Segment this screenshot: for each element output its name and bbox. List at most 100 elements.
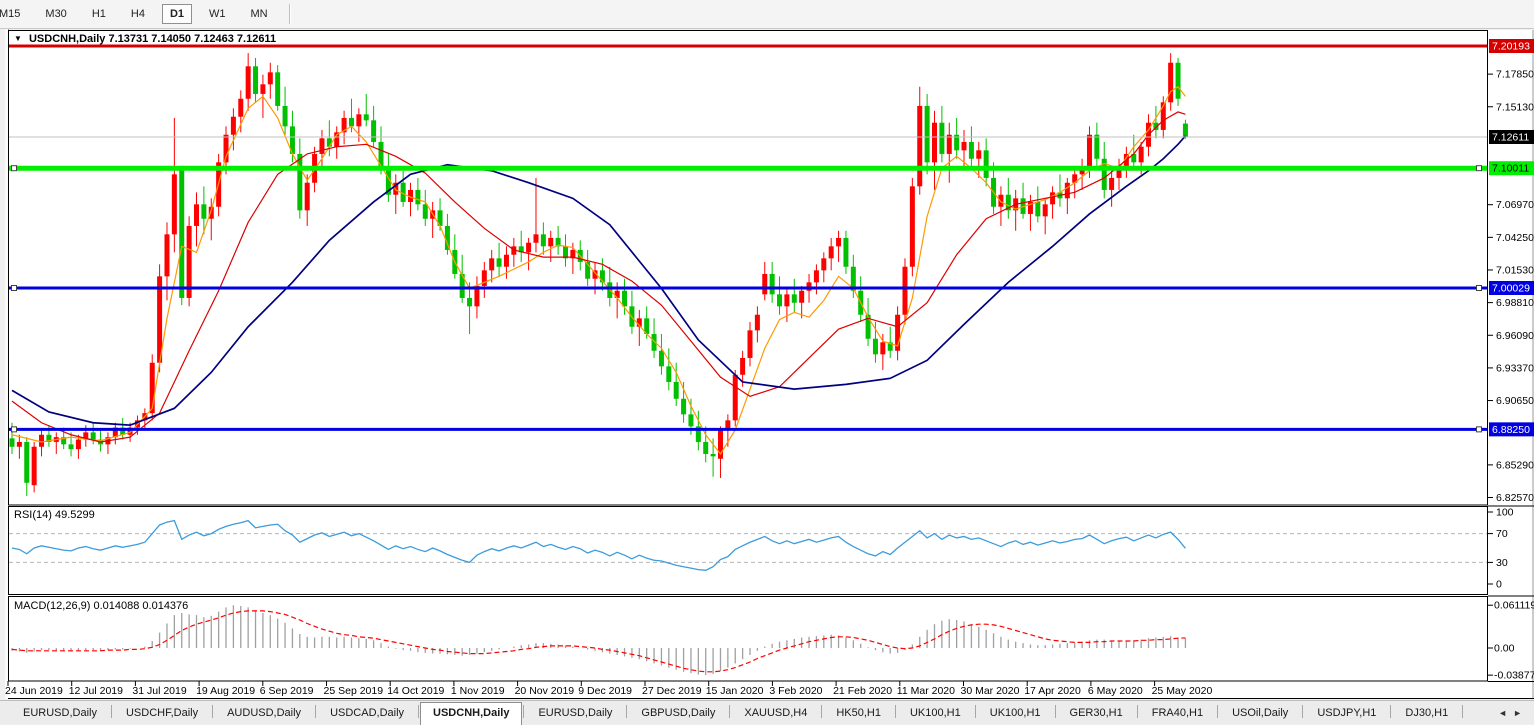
price-tick-label: 6.93370 (1496, 362, 1534, 374)
price-badge-7.12611 (1489, 129, 1534, 144)
chart-tab-usdchf-1[interactable]: USDCHF,Daily (125, 707, 199, 719)
candle-body (348, 117, 354, 127)
rsi-pane[interactable] (9, 519, 1487, 571)
chart-tab-hk50-8[interactable]: HK50,H1 (836, 707, 881, 719)
timeframe-button-w1[interactable]: W1 (209, 8, 226, 20)
tab-separator (974, 705, 976, 718)
line-drag-handle[interactable] (11, 284, 17, 291)
date-tick-label: 25 Sep 2019 (324, 685, 384, 697)
chart-tab-usoil-13[interactable]: USOil,Daily (1232, 707, 1289, 719)
tab-scroll-left-icon[interactable]: ◄ (1498, 708, 1514, 718)
chart-tab-ger30-11[interactable]: GER30,H1 (1069, 707, 1123, 719)
candle-body (791, 294, 797, 303)
candle-body (666, 366, 672, 382)
ma-mid-line[interactable] (11, 111, 1186, 443)
candle-body (865, 314, 871, 339)
candle-body (230, 116, 236, 135)
candle-body (695, 426, 701, 442)
macd-tick-label: 0.00 (1494, 643, 1515, 655)
candle-body (813, 270, 819, 283)
candle-body (622, 290, 628, 307)
line-drag-handle[interactable] (1476, 165, 1482, 172)
price-badge-7.10011 (1489, 161, 1534, 176)
candle-body (46, 434, 52, 442)
line-drag-handle[interactable] (11, 426, 17, 433)
timeframe-button-mn[interactable]: MN (250, 8, 268, 20)
date-axis[interactable]: 24 Jun 2019 12 Jul 2019 31 Jul 2019 19 Aug … (5, 681, 1212, 697)
candle-body (378, 141, 384, 169)
tab-scroll-right-icon[interactable]: ► (1513, 708, 1528, 718)
rsi-line[interactable] (11, 519, 1186, 571)
candle-body (9, 438, 15, 447)
chart-ohlc-values: 7.13731 7.14050 7.12463 7.12611 (108, 33, 277, 45)
candle-body (703, 441, 709, 454)
macd-pane[interactable] (11, 605, 1187, 676)
chart-tab-fra40-12[interactable]: FRA40,H1 (1151, 707, 1204, 719)
macd-signal-line[interactable] (11, 610, 1186, 673)
timeframe-button-d1[interactable]: D1 (161, 4, 192, 24)
candle-body (1116, 165, 1122, 178)
candle-body (1160, 102, 1166, 130)
tab-separator (1217, 705, 1219, 718)
chart-tab-eurusd-5[interactable]: EURUSD,Daily (538, 707, 613, 719)
chart-tab-gbpusd-6[interactable]: GBPUSD,Daily (641, 707, 716, 719)
price-badge-label: 7.20193 (1492, 41, 1530, 53)
timeframe-button-h4[interactable]: H4 (130, 8, 145, 20)
candle-body (658, 350, 664, 367)
rsi-indicator-label: RSI(14) 49.5299 (14, 509, 95, 521)
ma-slow-line[interactable] (11, 135, 1187, 427)
chart-tab-uk100-10[interactable]: UK100,H1 (989, 707, 1041, 719)
candle-body (681, 398, 687, 415)
tab-separator (894, 705, 896, 718)
candle-body (740, 357, 746, 375)
candle-body (599, 270, 605, 283)
chart-menu-icon[interactable]: ▼ (14, 34, 22, 43)
chart-tab-eurusd-0[interactable]: EURUSD,Daily (23, 707, 97, 719)
candle-body (939, 122, 945, 154)
chart-background (8, 30, 1534, 699)
candle-body (1035, 201, 1041, 217)
chart-tab-dj30-15[interactable]: DJ30,H1 (1405, 707, 1449, 719)
chart-tab-audusd-2[interactable]: AUDUSD,Daily (227, 707, 302, 719)
candle-body (762, 273, 768, 295)
candle-body (260, 84, 266, 94)
date-tick-label: 25 May 2020 (1152, 685, 1213, 697)
price-axis[interactable]: 7.17850 7.15130 7.06970 7.04250 7.01530 6.988… (1488, 39, 1534, 682)
macd-indicator-label: MACD(12,26,9) 0.014088 0.014376 (14, 600, 189, 612)
price-badge-label: 7.10011 (1492, 163, 1529, 175)
chart-tab-xauusd-7[interactable]: XAUUSD,H4 (744, 707, 808, 719)
candle-body (245, 66, 251, 99)
chart-tab-usdjpy-14[interactable]: USDJPY,H1 (1317, 707, 1377, 719)
candle-body (503, 254, 509, 267)
chart-tab-bar: EURUSD,Daily USDCHF,Daily AUDUSD,Daily USDC… (0, 700, 1534, 725)
timeframe-button-h1[interactable]: H1 (91, 8, 106, 20)
timeframe-button-m30[interactable]: M30 (45, 8, 67, 20)
price-badge-label: 6.88250 (1492, 424, 1530, 436)
timeframe-toolbar: M15 M30 H1 H4 D1 W1 MN (0, 0, 1534, 29)
candle-body (16, 441, 22, 447)
price-badge-label: 7.12611 (1492, 131, 1529, 143)
date-tick-label: 19 Aug 2019 (196, 685, 255, 697)
line-drag-handle[interactable] (11, 165, 17, 172)
line-drag-handle[interactable] (1476, 426, 1482, 433)
candle-body (208, 206, 214, 219)
timeframe-button-m15[interactable]: M15 (0, 8, 21, 20)
candle-body (393, 182, 399, 195)
candle-body (334, 132, 340, 147)
price-tick-label: 7.15130 (1496, 101, 1534, 113)
date-tick-label: 11 Mar 2020 (897, 685, 955, 697)
chart-tab-uk100-9[interactable]: UK100,H1 (909, 707, 961, 719)
chart-tab-usdcad-3[interactable]: USDCAD,Daily (330, 707, 405, 719)
candle-body (467, 297, 473, 307)
candle-body (275, 72, 281, 106)
tab-scroll-arrows: ◄► (1498, 708, 1528, 718)
line-drag-handle[interactable] (1476, 284, 1482, 291)
candle-body (341, 117, 347, 133)
candle-body (326, 138, 332, 147)
ma-fast-line[interactable] (11, 85, 1186, 456)
candle-body (157, 276, 163, 363)
chart-tab-usdcnh-4[interactable]: USDCNH,Daily (420, 702, 523, 725)
candle-body (784, 294, 790, 307)
